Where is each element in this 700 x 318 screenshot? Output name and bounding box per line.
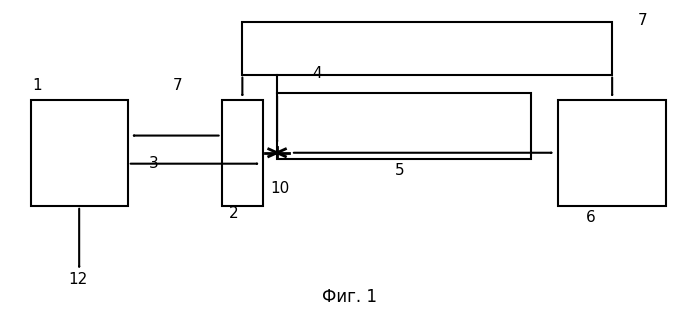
Text: 2: 2 — [228, 206, 238, 222]
Text: 3: 3 — [148, 156, 158, 171]
Bar — [31, 100, 128, 206]
Bar — [242, 22, 612, 75]
Text: Фиг. 1: Фиг. 1 — [323, 288, 377, 306]
Text: 5: 5 — [395, 163, 405, 178]
Text: 7: 7 — [173, 78, 183, 93]
Text: 6: 6 — [586, 210, 596, 225]
Text: 10: 10 — [270, 182, 289, 197]
Bar — [277, 93, 531, 159]
Text: 7: 7 — [638, 13, 648, 28]
Text: 4: 4 — [312, 66, 321, 81]
Bar — [559, 100, 666, 206]
Bar — [221, 100, 263, 206]
Text: 1: 1 — [32, 78, 41, 93]
Text: 12: 12 — [69, 272, 88, 287]
